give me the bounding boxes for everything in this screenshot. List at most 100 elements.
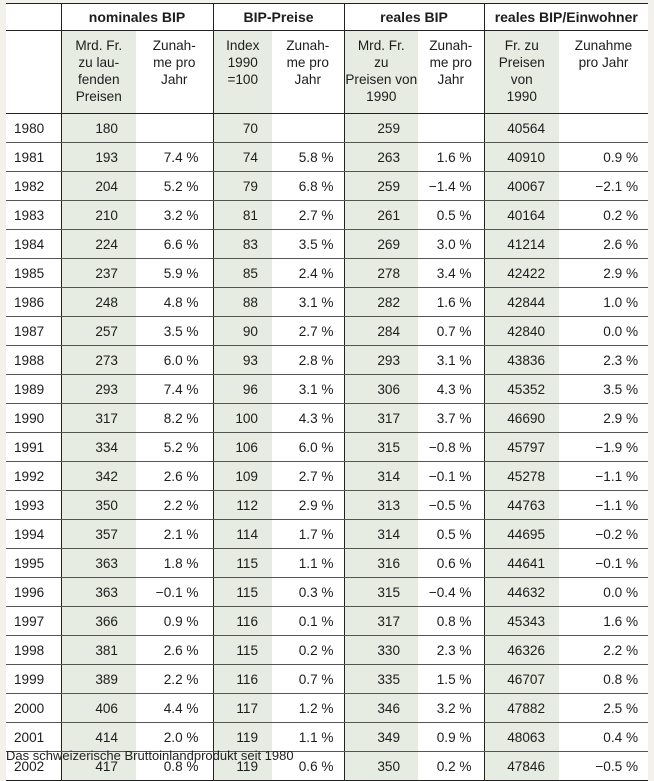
real-gdp-value-cell: 259 [343, 171, 419, 201]
table-row: 1984 224 6.6 % 83 3.5 % 269 3.0 % 41214 2.6 % [6, 229, 649, 259]
subheader-line: Zunah- [286, 38, 330, 53]
year-subheader [6, 30, 61, 114]
group-header-row: nominales BIP BIP-Preise reales BIP real… [6, 3, 649, 31]
real-gdp-growth-cell: −0.1 % [418, 461, 485, 491]
price-index-cell: 116 [212, 664, 272, 694]
real-gdp-growth-cell: −0.5 % [418, 490, 485, 520]
nominal-gdp-value-cell: 273 [60, 345, 136, 375]
nominal-gdp-growth-cell: 2.2 % [136, 664, 213, 694]
subheader-line: Preisen [498, 55, 545, 70]
real-gdp-growth-cell: 0.5 % [418, 519, 485, 549]
year-cell: 1998 [6, 635, 61, 665]
per-capita-growth-cell: −0.2 % [559, 519, 649, 549]
table-row: 1995 363 1.8 % 115 1.1 % 316 0.6 % 44641 −0.1 % [6, 548, 649, 578]
nominal-gdp-growth-cell: 6.0 % [136, 345, 213, 375]
table-row: 1998 381 2.6 % 115 0.2 % 330 2.3 % 46326 2.2 % [6, 635, 649, 665]
year-cell: 1994 [6, 519, 61, 549]
per-capita-value-cell: 42422 [483, 258, 560, 288]
subheader-line: 1990 [227, 55, 258, 70]
price-growth-cell: 2.7 % [272, 461, 345, 491]
table-row: 1990 317 8.2 % 100 4.3 % 317 3.7 % 46690 2.9 % [6, 403, 649, 433]
year-header [6, 3, 61, 31]
subheader-line: Zunahme [574, 38, 633, 53]
group-header-gdp-prices: BIP-Preise [212, 3, 345, 31]
real-gdp-value-cell: 349 [343, 722, 419, 752]
table-row: 1996 363 −0.1 % 115 0.3 % 315 −0.4 % 44632 0.0 % [6, 577, 649, 607]
per-capita-value-cell: 40910 [483, 142, 560, 172]
per-capita-value-cell: 47846 [483, 751, 560, 781]
real-gdp-growth-cell: 1.6 % [418, 142, 485, 172]
year-cell: 1985 [6, 258, 61, 288]
real-gdp-value-cell: 313 [343, 490, 419, 520]
price-index-cell: 100 [212, 403, 272, 433]
real-gdp-value-cell: 261 [343, 200, 419, 230]
price-growth-cell: 3.1 % [272, 374, 345, 404]
nominal-gdp-value-cell: 317 [60, 403, 136, 433]
per-capita-growth-cell: −2.1 % [559, 171, 649, 201]
nominal-gdp-value-cell: 357 [60, 519, 136, 549]
subheader-real-gdp-value: Mrd. Fr. zu Preisen von 1990 [343, 30, 419, 114]
nominal-gdp-growth-cell: 2.2 % [136, 490, 213, 520]
per-capita-growth-cell: 0.0 % [559, 316, 649, 346]
per-capita-growth-cell: 2.6 % [559, 229, 649, 259]
year-cell: 1995 [6, 548, 61, 578]
price-growth-cell: 3.5 % [272, 229, 345, 259]
table-row: 1980 180 70 259 40564 [6, 113, 649, 143]
group-header-nominal-gdp: nominales BIP [60, 3, 213, 31]
price-growth-cell: 0.7 % [272, 664, 345, 694]
year-cell: 1996 [6, 577, 61, 607]
per-capita-growth-cell: 1.0 % [559, 287, 649, 317]
price-growth-cell: 1.7 % [272, 519, 345, 549]
per-capita-growth-cell: 0.0 % [559, 577, 649, 607]
table-row: 1994 357 2.1 % 114 1.7 % 314 0.5 % 44695 −0.2 % [6, 519, 649, 549]
table-row: 1981 193 7.4 % 74 5.8 % 263 1.6 % 40910 0.9 % [6, 142, 649, 172]
per-capita-value-cell: 46707 [483, 664, 560, 694]
real-gdp-growth-cell: −1.4 % [418, 171, 485, 201]
per-capita-growth-cell: −1.1 % [559, 461, 649, 491]
subheader-line: Zunah- [429, 38, 473, 53]
real-gdp-value-cell: 315 [343, 577, 419, 607]
price-index-cell: 112 [212, 490, 272, 520]
table-row: 1992 342 2.6 % 109 2.7 % 314 −0.1 % 45278 −1.1 % [6, 461, 649, 491]
nominal-gdp-value-cell: 293 [60, 374, 136, 404]
per-capita-growth-cell [559, 113, 649, 143]
price-growth-cell: 0.1 % [272, 606, 345, 636]
price-growth-cell: 2.9 % [272, 490, 345, 520]
price-growth-cell: 0.3 % [272, 577, 345, 607]
group-header-real-gdp-per-capita: reales BIP/Einwohner [483, 3, 649, 31]
subheader-per-capita-value: Fr. zu Preisen von 1990 [483, 30, 560, 114]
per-capita-growth-cell: 0.9 % [559, 142, 649, 172]
year-cell: 1990 [6, 403, 61, 433]
real-gdp-value-cell: 330 [343, 635, 419, 665]
per-capita-value-cell: 40067 [483, 171, 560, 201]
nominal-gdp-growth-cell: 5.9 % [136, 258, 213, 288]
real-gdp-growth-cell: −0.4 % [418, 577, 485, 607]
real-gdp-value-cell: 269 [343, 229, 419, 259]
nominal-gdp-growth-cell: 2.6 % [136, 635, 213, 665]
real-gdp-value-cell: 314 [343, 519, 419, 549]
subheader-line: Zunah- [152, 38, 196, 53]
per-capita-value-cell: 47882 [483, 693, 560, 723]
nominal-gdp-value-cell: 414 [60, 722, 136, 752]
per-capita-value-cell: 44695 [483, 519, 560, 549]
nominal-gdp-value-cell: 342 [60, 461, 136, 491]
year-cell: 1982 [6, 171, 61, 201]
nominal-gdp-growth-cell [136, 113, 213, 143]
per-capita-value-cell: 42840 [483, 316, 560, 346]
price-index-cell: 79 [212, 171, 272, 201]
price-growth-cell: 2.7 % [272, 200, 345, 230]
nominal-gdp-value-cell: 381 [60, 635, 136, 665]
subheader-line: Jahr [294, 72, 321, 87]
per-capita-value-cell: 40164 [483, 200, 560, 230]
per-capita-value-cell: 45343 [483, 606, 560, 636]
table-row: 1999 389 2.2 % 116 0.7 % 335 1.5 % 46707 0.8 % [6, 664, 649, 694]
per-capita-growth-cell: 1.6 % [559, 606, 649, 636]
per-capita-value-cell: 45352 [483, 374, 560, 404]
nominal-gdp-growth-cell: 7.4 % [136, 374, 213, 404]
nominal-gdp-growth-cell: 2.0 % [136, 722, 213, 752]
real-gdp-value-cell: 317 [343, 606, 419, 636]
price-growth-cell: 5.8 % [272, 142, 345, 172]
real-gdp-value-cell: 263 [343, 142, 419, 172]
real-gdp-growth-cell: −0.8 % [418, 432, 485, 462]
per-capita-growth-cell: 2.9 % [559, 403, 649, 433]
